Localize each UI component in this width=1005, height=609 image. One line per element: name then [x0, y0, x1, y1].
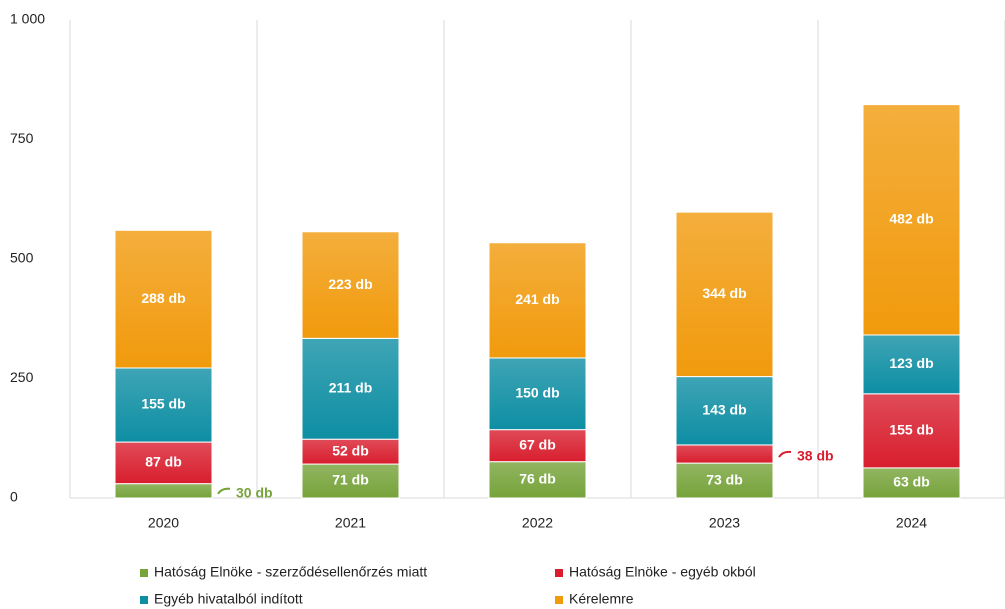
legend-swatch — [555, 596, 563, 604]
y-tick-label: 250 — [10, 369, 34, 385]
x-tick-label: 2024 — [896, 515, 927, 531]
data-label: 223 db — [328, 276, 372, 292]
y-tick-label: 1 000 — [10, 11, 45, 27]
bar-segment — [675, 444, 774, 464]
data-label: 71 db — [332, 472, 369, 488]
leader — [217, 487, 231, 495]
legend-label: Kérelemre — [569, 591, 634, 607]
bar-segment — [675, 376, 774, 446]
data-label: 38 db — [797, 448, 834, 464]
bar-segment — [301, 463, 400, 499]
data-label: 143 db — [702, 401, 746, 417]
data-label: 241 db — [515, 291, 559, 307]
data-label: 211 db — [329, 379, 373, 395]
bar-segment — [862, 467, 961, 499]
bar-segment — [862, 393, 961, 469]
data-label: 150 db — [515, 384, 559, 400]
data-label: 30 db — [236, 485, 273, 501]
x-tick-label: 2021 — [335, 515, 366, 531]
data-label: 155 db — [889, 422, 933, 438]
legend-swatch — [555, 569, 563, 577]
data-label: 76 db — [519, 471, 556, 487]
data-label: 123 db — [889, 355, 933, 371]
data-label: 344 db — [702, 285, 746, 301]
bar-segment — [114, 229, 213, 369]
data-label: 63 db — [893, 474, 930, 490]
legend-swatch — [140, 569, 148, 577]
bar-segment — [862, 104, 961, 336]
bar-segment — [301, 438, 400, 465]
x-tick-label: 2023 — [709, 515, 740, 531]
bar-segment — [488, 242, 587, 359]
x-tick-label: 2022 — [522, 515, 553, 531]
y-tick-label: 0 — [10, 489, 18, 505]
data-label: 67 db — [519, 436, 556, 452]
data-label: 87 db — [145, 454, 182, 470]
legend-label: Hatóság Elnöke - szerződésellenőrzés mia… — [154, 564, 427, 580]
legend-swatch — [140, 596, 148, 604]
data-label: 288 db — [141, 290, 185, 306]
x-tick-label: 2020 — [148, 515, 179, 531]
y-tick-label: 500 — [10, 250, 34, 266]
leader — [778, 450, 792, 458]
data-label: 482 db — [889, 211, 933, 227]
data-label: 155 db — [141, 396, 185, 412]
bar-segment — [114, 441, 213, 485]
bar-segment — [675, 462, 774, 499]
bar-segment — [301, 231, 400, 339]
y-tick-label: 750 — [10, 130, 34, 146]
bar-segment — [114, 367, 213, 443]
bar-segment — [675, 211, 774, 378]
data-label: 73 db — [706, 471, 743, 487]
bar-segment — [114, 483, 213, 499]
legend-label: Hatóság Elnöke - egyéb okból — [569, 564, 756, 580]
bar-segment — [488, 357, 587, 431]
legend-label: Egyéb hivatalból indított — [154, 591, 303, 607]
data-label: 52 db — [332, 442, 369, 458]
